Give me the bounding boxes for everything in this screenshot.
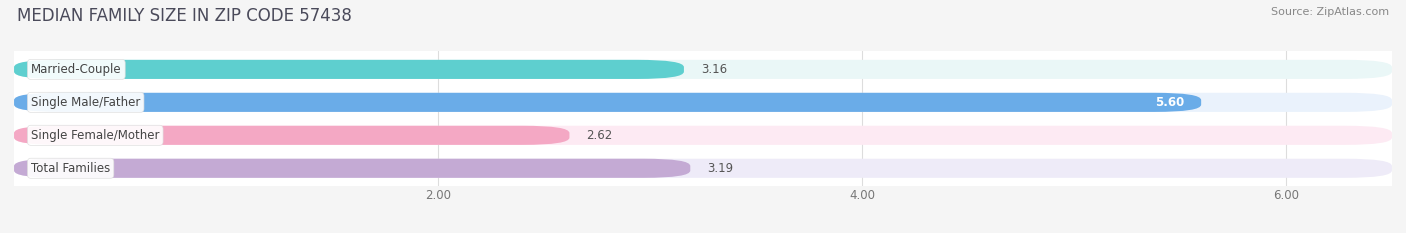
FancyBboxPatch shape [14,126,1392,145]
Text: Source: ZipAtlas.com: Source: ZipAtlas.com [1271,7,1389,17]
Text: 2.62: 2.62 [586,129,613,142]
Text: Single Male/Father: Single Male/Father [31,96,141,109]
Text: 3.19: 3.19 [707,162,734,175]
Text: Total Families: Total Families [31,162,110,175]
FancyBboxPatch shape [14,159,1392,178]
Text: Single Female/Mother: Single Female/Mother [31,129,159,142]
Text: 5.60: 5.60 [1154,96,1184,109]
FancyBboxPatch shape [14,60,1392,79]
FancyBboxPatch shape [14,159,690,178]
FancyBboxPatch shape [14,60,683,79]
FancyBboxPatch shape [14,93,1392,112]
FancyBboxPatch shape [14,93,1201,112]
FancyBboxPatch shape [14,126,569,145]
Text: MEDIAN FAMILY SIZE IN ZIP CODE 57438: MEDIAN FAMILY SIZE IN ZIP CODE 57438 [17,7,352,25]
Text: Married-Couple: Married-Couple [31,63,122,76]
Text: 3.16: 3.16 [700,63,727,76]
